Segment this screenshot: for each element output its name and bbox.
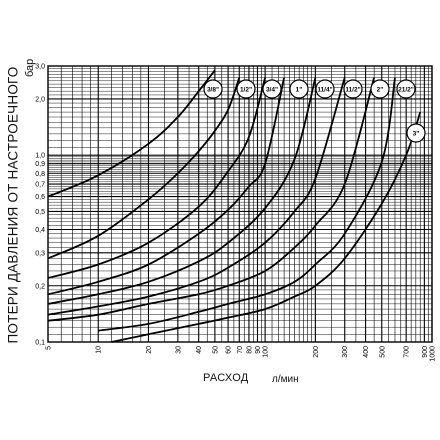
x-tick-label: 400 <box>363 346 370 358</box>
grid-lines <box>47 65 433 343</box>
series-label-circle <box>262 79 282 99</box>
series-label-9: 3" <box>406 123 426 143</box>
x-tick-label: 20 <box>146 346 153 354</box>
y-tick-label: 2,0 <box>35 96 45 103</box>
x-tick-label: 80 <box>246 346 253 354</box>
series-line-2 <box>47 77 241 260</box>
y-tick-label: 0,2 <box>35 283 45 290</box>
x-tick-label: 5 <box>46 346 53 350</box>
x-tick-label: 90 <box>255 346 262 354</box>
series-label-circle <box>236 79 256 99</box>
y-tick-label: 0,5 <box>35 209 45 216</box>
series-line-5 <box>47 77 317 305</box>
x-tick-label: 1000 <box>430 346 437 362</box>
y-tick-label: 0,1 <box>35 340 45 347</box>
series-label-text: 21/2" <box>398 87 414 94</box>
series-label-text: 11/2" <box>345 87 360 94</box>
series-line-1 <box>47 69 216 198</box>
series-label-circle <box>203 79 223 99</box>
y-tick-label: 0,4 <box>35 227 45 234</box>
series-line-4 <box>47 77 285 296</box>
x-axis-unit: л/мин <box>272 374 299 385</box>
series-line-3 <box>47 77 266 279</box>
y-tick-label: 0,7 <box>35 182 45 189</box>
series-label-3: 3/4" <box>262 79 282 99</box>
series-label-1: 3/8" <box>203 79 223 99</box>
y-tick-label: 0,9 <box>35 161 45 168</box>
series-label-circle <box>396 79 416 99</box>
series-label-text: 1/2" <box>240 87 252 94</box>
x-tick-label: 700 <box>404 346 411 358</box>
series-label-circle <box>343 79 363 99</box>
series-label-text: 3/8" <box>207 87 219 94</box>
x-tick-label: 70 <box>237 346 244 354</box>
series-label-circle <box>370 79 390 99</box>
series-label-text: 1" <box>296 87 303 94</box>
y-axis-label: ПОТЕРИ ДАВЛЕНИЯ ОТ НАСТРОЕЧНОГО <box>5 66 21 344</box>
x-tick-label: 40 <box>196 346 203 354</box>
series-curves <box>47 69 422 343</box>
x-tick-label: 30 <box>175 346 182 354</box>
series-label-text: 3/4" <box>266 87 278 94</box>
x-tick-label: 300 <box>342 346 349 358</box>
x-tick-label: 200 <box>313 346 320 358</box>
x-axis-label: РАСХОД <box>203 372 249 384</box>
x-tick-label: 10 <box>96 346 103 354</box>
series-label-circle <box>289 79 309 99</box>
y-tick-label: 1,0 <box>35 153 45 160</box>
series-label-6: 11/2" <box>343 79 363 99</box>
y-tick-label: 3,0 <box>35 64 45 71</box>
series-label-7: 2" <box>370 79 390 99</box>
series-line-9 <box>111 111 422 343</box>
x-tick-label: 900 <box>422 346 429 358</box>
series-label-text: 11/4" <box>317 87 332 94</box>
series-label-2: 1/2" <box>236 79 256 99</box>
series-labels: 3/8" 1/2" 3/4" 1" 11/4" 11/2" 2" 21/2" 3" <box>203 79 426 143</box>
x-tick-label: 50 <box>212 346 219 354</box>
y-tick-label: 0,3 <box>35 250 45 257</box>
y-axis-unit: бар <box>24 58 36 77</box>
series-label-text: 3" <box>413 131 420 138</box>
x-tick-label: 100 <box>263 346 270 358</box>
series-label-circle <box>315 79 335 99</box>
series-label-4: 1" <box>289 79 309 99</box>
y-tick-label: 0,8 <box>35 171 45 178</box>
y-tick-label: 0,6 <box>35 194 45 201</box>
series-line-7 <box>47 77 375 322</box>
series-label-5: 11/4" <box>315 79 335 99</box>
series-line-8 <box>98 77 396 332</box>
tick-labels: 0,1 0,2 0,3 0,4 0,5 0,6 0,7 0,8 0,91,0 2,0 3,0 5 10 2… <box>35 64 436 362</box>
series-label-circle <box>406 123 426 143</box>
series-label-text: 2" <box>377 87 384 94</box>
x-tick-label: 500 <box>379 346 386 358</box>
x-tick-label: 60 <box>226 346 233 354</box>
y-axis-label-wrap: ПОТЕРИ ДАВЛЕНИЯ ОТ НАСТРОЕЧНОГО <box>2 40 24 370</box>
series-line-6 <box>47 77 346 316</box>
series-label-8: 21/2" <box>396 79 416 99</box>
